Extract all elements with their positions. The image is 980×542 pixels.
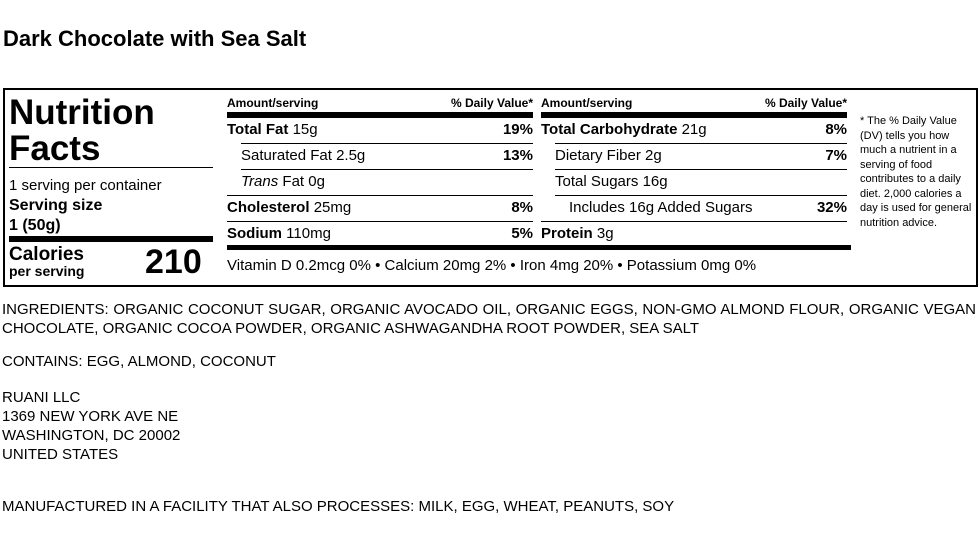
nutrient-amount: 2.5g (336, 147, 366, 164)
address: RUANI LLC 1369 NEW YORK AVE NE WASHINGTON,… (2, 388, 180, 464)
serving-size: 1 (50g) (9, 217, 61, 234)
facility: MANUFACTURED IN A FACILITY THAT ALSO PRO… (2, 498, 675, 515)
rule (541, 112, 847, 118)
row-rule (227, 195, 533, 196)
row-rule (555, 195, 847, 196)
row-rule (241, 169, 533, 170)
nutrient-name: Sodium (227, 225, 282, 242)
address-line: WASHINGTON, DC 20002 (2, 427, 181, 444)
nutrient-amount: 16g (642, 173, 668, 190)
nutrient-amount: 25mg (313, 199, 352, 216)
rule (9, 236, 213, 242)
nutrient-prefix: Trans (241, 173, 279, 190)
ingredients: INGREDIENTS: ORGANIC COCONUT SUGAR, ORGA… (2, 301, 976, 337)
nutrient-amount: 3g (596, 225, 614, 242)
nutrient-amount: 2g (645, 147, 662, 164)
row-rule (541, 221, 847, 222)
footnote: * The % Daily Value (DV) tells you how m… (860, 115, 972, 229)
rule (227, 245, 851, 250)
nutrient-dv: 7% (825, 147, 847, 164)
nutrient-row: Saturated Fat 2.5g (241, 147, 365, 164)
address-line: UNITED STATES (2, 446, 119, 463)
nutrient-name: Includes 16g Added Sugars (569, 199, 753, 216)
nutrient-row: Total Sugars 16g (555, 173, 668, 190)
label-heading: Nutrition Facts (9, 93, 155, 168)
nutrient-name: Fat (282, 173, 305, 190)
product-title: Dark Chocolate with Sea Salt (3, 26, 307, 51)
nutrient-amount: 0g (308, 173, 325, 190)
nutrient-name: Total Carbohydrate (541, 121, 678, 138)
nutrition-label: Nutrition Facts 1 serving per container … (3, 88, 978, 287)
calories-value: 210 (145, 243, 202, 281)
nutrient-dv: 5% (511, 225, 533, 242)
nutrient-name: Cholesterol (227, 199, 310, 216)
nutrient-row: Cholesterol 25mg (227, 199, 351, 216)
nutrient-name: Total Fat (227, 121, 289, 138)
nutrient-row: Dietary Fiber 2g (555, 147, 662, 164)
nutrient-dv: 19% (502, 121, 533, 138)
rule (227, 112, 533, 118)
amount-header: Amount/serving (227, 96, 319, 110)
nutrient-name: Total Sugars (555, 173, 639, 190)
nutrient-row: Trans Fat 0g (241, 173, 325, 190)
nutrient-row: Sodium 110mg (227, 225, 331, 242)
nutrient-row: Total Carbohydrate 21g (541, 121, 707, 138)
nutrient-dv: 8% (825, 121, 847, 138)
calories-label: Calories (9, 244, 84, 265)
calories-sub: per serving (9, 263, 85, 279)
nutrient-dv: 13% (502, 147, 533, 164)
nutrient-amount: 15g (292, 121, 318, 138)
nutrient-amount: 110mg (286, 225, 331, 242)
vitamins: Vitamin D 0.2mcg 0% • Calcium 20mg 2% • … (227, 257, 757, 274)
nutrient-row: Includes 16g Added Sugars (569, 199, 752, 216)
nutrient-amount: 21g (681, 121, 707, 138)
nutrient-dv: 32% (816, 199, 847, 216)
nutrient-name: Protein (541, 225, 593, 242)
row-rule (241, 143, 533, 144)
serving-size-label: Serving size (9, 197, 103, 214)
rule (9, 167, 213, 168)
nutrient-row: Protein 3g (541, 225, 614, 242)
row-rule (555, 169, 847, 170)
spacer (223, 92, 224, 282)
nutrient-row: Total Fat 15g (227, 121, 318, 138)
address-line: RUANI LLC (2, 389, 81, 406)
row-rule (227, 221, 533, 222)
contains: CONTAINS: EGG, ALMOND, COCONUT (2, 353, 276, 370)
dv-header: % Daily Value* (450, 96, 533, 110)
row-rule (555, 143, 847, 144)
dv-header: % Daily Value* (764, 96, 847, 110)
nutrient-dv: 8% (511, 199, 533, 216)
servings: 1 serving per container (9, 177, 162, 194)
amount-header: Amount/serving (541, 96, 633, 110)
address-line: 1369 NEW YORK AVE NE (2, 408, 179, 425)
nutrient-name: Dietary Fiber (555, 147, 641, 164)
nutrient-name: Saturated Fat (241, 147, 332, 164)
